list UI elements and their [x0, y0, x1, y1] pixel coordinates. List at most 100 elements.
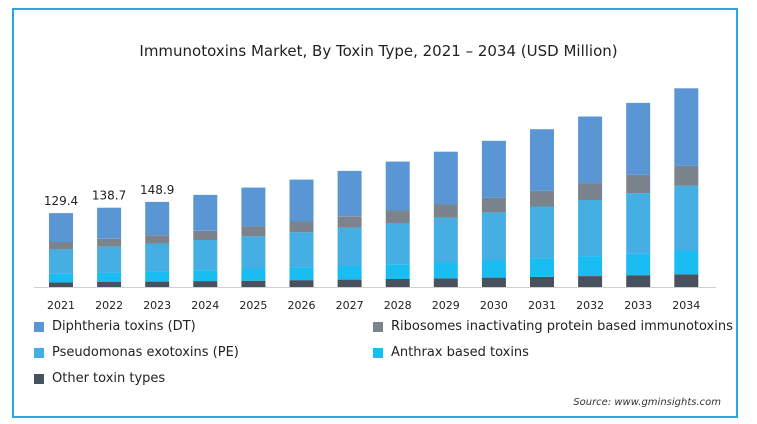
- bar-segment-diphtheria-toxins-dt-2024: [193, 194, 218, 231]
- legend-swatch-ribosomes: [373, 321, 383, 332]
- legend-label-diphtheria: Diphtheria toxins (DT): [52, 319, 196, 334]
- bar-segment-anthrax-based-toxins-2024: [193, 270, 218, 282]
- bar-segment-ribosomes-inactivating-protein-based-immunotoxins-2033: [626, 174, 651, 194]
- bar-segment-other-toxin-types-2034: [674, 274, 699, 287]
- bar-segment-pseudomonas-exotoxins-pe-2034: [674, 185, 699, 251]
- bar-segment-pseudomonas-exotoxins-pe-2024: [193, 240, 218, 271]
- legend-label-other: Other toxin types: [52, 371, 166, 386]
- legend-swatch-anthrax: [373, 347, 383, 358]
- bar-segment-pseudomonas-exotoxins-pe-2021: [49, 249, 73, 274]
- legend-item-ribosomes: Ribosomes inactivating protein based imm…: [373, 319, 733, 334]
- bar-segment-anthrax-based-toxins-2030: [481, 260, 506, 278]
- bar-segment-pseudomonas-exotoxins-pe-2023: [145, 243, 170, 272]
- bar-segment-other-toxin-types-2029: [433, 278, 458, 287]
- x-tick-label-2028: 2028: [384, 299, 412, 312]
- legend-swatch-diphtheria: [34, 321, 44, 332]
- bar-segment-anthrax-based-toxins-2027: [337, 266, 362, 280]
- bar-segment-other-toxin-types-2021: [49, 282, 73, 287]
- x-tick-label-2034: 2034: [672, 299, 700, 312]
- bar-segment-anthrax-based-toxins-2025: [241, 269, 266, 281]
- bar-segment-other-toxin-types-2027: [337, 279, 362, 287]
- x-tick-label-2027: 2027: [336, 299, 364, 312]
- bar-segment-pseudomonas-exotoxins-pe-2031: [530, 206, 554, 259]
- bar-segment-ribosomes-inactivating-protein-based-immunotoxins-2032: [578, 183, 603, 200]
- legend-label-pseudomonas: Pseudomonas exotoxins (PE): [52, 345, 239, 360]
- bar-segment-ribosomes-inactivating-protein-based-immunotoxins-2022: [97, 238, 122, 247]
- bar-segment-anthrax-based-toxins-2026: [289, 267, 314, 281]
- bar-segment-anthrax-based-toxins-2034: [674, 251, 699, 275]
- x-tick-label-2023: 2023: [143, 299, 171, 312]
- bar-segment-anthrax-based-toxins-2033: [626, 253, 651, 276]
- bar-segment-pseudomonas-exotoxins-pe-2025: [241, 236, 266, 269]
- x-tick-label-2024: 2024: [191, 299, 219, 312]
- bar-segment-diphtheria-toxins-dt-2023: [145, 201, 170, 236]
- x-tick-label-2033: 2033: [624, 299, 652, 312]
- bar-segment-ribosomes-inactivating-protein-based-immunotoxins-2026: [289, 221, 314, 233]
- bar-segment-ribosomes-inactivating-protein-based-immunotoxins-2025: [241, 226, 266, 237]
- bar-segment-diphtheria-toxins-dt-2028: [385, 161, 410, 211]
- bar-segment-anthrax-based-toxins-2021: [49, 273, 73, 283]
- data-label-2023: 148.9: [140, 183, 174, 197]
- bar-segment-diphtheria-toxins-dt-2022: [97, 207, 122, 239]
- bar-segment-pseudomonas-exotoxins-pe-2032: [578, 200, 603, 257]
- bar-segment-diphtheria-toxins-dt-2021: [49, 213, 73, 243]
- legend-item-other: Other toxin types: [34, 371, 165, 386]
- x-tick-label-2025: 2025: [239, 299, 267, 312]
- bar-segment-ribosomes-inactivating-protein-based-immunotoxins-2028: [385, 210, 410, 223]
- bar-segment-pseudomonas-exotoxins-pe-2027: [337, 227, 362, 266]
- legend-item-anthrax: Anthrax based toxins: [373, 345, 529, 360]
- x-tick-label-2021: 2021: [47, 299, 75, 312]
- bar-segment-diphtheria-toxins-dt-2032: [578, 116, 603, 184]
- legend-label-ribosomes: Ribosomes inactivating protein based imm…: [391, 319, 733, 334]
- bar-segment-ribosomes-inactivating-protein-based-immunotoxins-2027: [337, 216, 362, 228]
- bar-segment-other-toxin-types-2023: [145, 281, 170, 287]
- x-tick-label-2031: 2031: [528, 299, 556, 312]
- bar-segment-other-toxin-types-2024: [193, 281, 218, 287]
- bar-segment-other-toxin-types-2025: [241, 280, 266, 287]
- bar-segment-anthrax-based-toxins-2028: [385, 264, 410, 279]
- bar-segment-diphtheria-toxins-dt-2033: [626, 102, 651, 175]
- bar-segment-other-toxin-types-2022: [97, 282, 122, 287]
- legend-item-pseudomonas: Pseudomonas exotoxins (PE): [34, 345, 239, 360]
- legend-label-anthrax: Anthrax based toxins: [391, 345, 529, 360]
- bar-segment-anthrax-based-toxins-2022: [97, 272, 122, 282]
- bar-segment-diphtheria-toxins-dt-2034: [674, 88, 699, 166]
- bar-segment-pseudomonas-exotoxins-pe-2029: [433, 218, 458, 263]
- bar-segment-anthrax-based-toxins-2029: [433, 262, 458, 279]
- bar-segment-diphtheria-toxins-dt-2025: [241, 187, 266, 227]
- legend-swatch-other: [34, 373, 44, 384]
- bar-segment-ribosomes-inactivating-protein-based-immunotoxins-2029: [433, 204, 458, 218]
- bar-segment-anthrax-based-toxins-2031: [530, 258, 554, 277]
- x-tick-label-2030: 2030: [480, 299, 508, 312]
- bar-segment-other-toxin-types-2032: [578, 276, 603, 287]
- data-label-2021: 129.4: [44, 194, 78, 208]
- legend-item-diphtheria: Diphtheria toxins (DT): [34, 319, 196, 334]
- x-tick-label-2029: 2029: [432, 299, 460, 312]
- bar-segment-ribosomes-inactivating-protein-based-immunotoxins-2031: [530, 190, 554, 207]
- bar-segment-ribosomes-inactivating-protein-based-immunotoxins-2021: [49, 242, 73, 250]
- bar-segment-ribosomes-inactivating-protein-based-immunotoxins-2030: [481, 197, 506, 213]
- bar-segment-anthrax-based-toxins-2023: [145, 271, 170, 282]
- bar-segment-other-toxin-types-2028: [385, 278, 410, 287]
- bar-segment-anthrax-based-toxins-2032: [578, 256, 603, 276]
- bar-segment-diphtheria-toxins-dt-2029: [433, 151, 458, 205]
- x-tick-label-2032: 2032: [576, 299, 604, 312]
- bar-segment-pseudomonas-exotoxins-pe-2033: [626, 193, 651, 254]
- bar-segment-ribosomes-inactivating-protein-based-immunotoxins-2024: [193, 230, 218, 240]
- bar-segment-other-toxin-types-2030: [481, 277, 506, 287]
- bar-segment-pseudomonas-exotoxins-pe-2022: [97, 246, 122, 273]
- bar-segment-pseudomonas-exotoxins-pe-2030: [481, 212, 506, 261]
- chart-title: Immunotoxins Market, By Toxin Type, 2021…: [139, 42, 618, 60]
- bar-segment-ribosomes-inactivating-protein-based-immunotoxins-2034: [674, 165, 699, 186]
- x-tick-label-2026: 2026: [288, 299, 316, 312]
- data-label-2022: 138.7: [92, 189, 126, 203]
- bar-segment-other-toxin-types-2026: [289, 280, 314, 287]
- source-note: Source: www.gminsights.com: [573, 397, 721, 408]
- bar-segment-diphtheria-toxins-dt-2027: [337, 170, 362, 217]
- bar-segment-diphtheria-toxins-dt-2030: [481, 140, 506, 198]
- bar-segment-other-toxin-types-2033: [626, 275, 651, 287]
- x-tick-label-2022: 2022: [95, 299, 123, 312]
- bar-segment-diphtheria-toxins-dt-2031: [530, 129, 554, 191]
- legend-swatch-pseudomonas: [34, 347, 44, 358]
